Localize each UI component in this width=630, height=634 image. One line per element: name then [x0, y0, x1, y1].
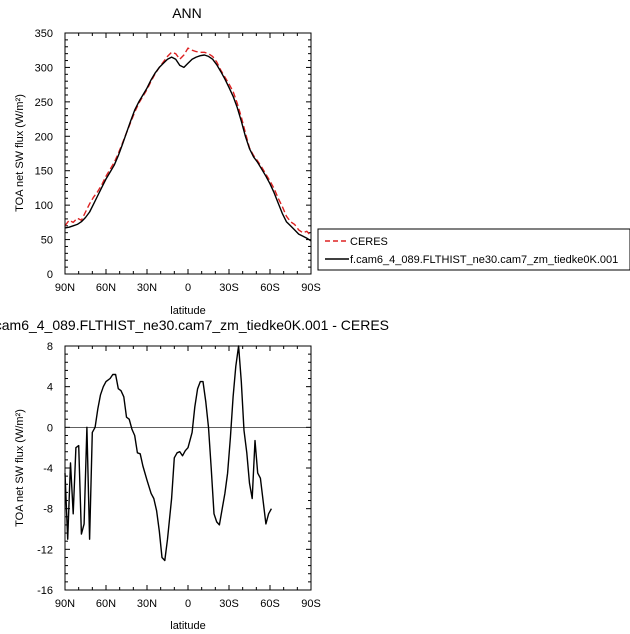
top-y-tick-labels: 0 50 100 150 200 250 300 350: [35, 28, 53, 281]
bottom-y-tick-label: 8: [47, 341, 53, 353]
bottom-plot-frame: [64, 345, 312, 591]
top-x-tick-label: 60N: [96, 282, 116, 294]
bottom-chart-title: f.cam6_4_089.FLTHIST_ne30.cam7_zm_tiedke…: [0, 317, 389, 333]
top-x-tick-label: 0: [185, 282, 191, 294]
bottom-y-tick-label: 0: [47, 422, 53, 434]
top-chart-title: ANN: [172, 5, 202, 21]
bottom-y-axis-label: TOA net SW flux (W/m²): [14, 409, 26, 527]
top-y-tick-label: 0: [47, 269, 53, 281]
bottom-y-tick-labels: 8 4 0 -4 -8 -12 -16: [37, 341, 53, 597]
bottom-x-tick-label: 90S: [301, 598, 321, 610]
bottom-x-tick-label: 90N: [55, 598, 75, 610]
top-y-tick-label: 250: [35, 97, 53, 109]
bottom-series-group: [64, 345, 273, 562]
top-y-axis-label: TOA net SW flux (W/m²): [14, 94, 26, 212]
bottom-x-tick-label: 30N: [137, 598, 157, 610]
top-plot-frame: [64, 32, 312, 275]
bottom-x-tick-label: 60N: [96, 598, 116, 610]
bottom-y-tick-label: -16: [37, 585, 53, 597]
bottom-y-tick-label: -12: [37, 544, 53, 556]
bottom-x-tick-labels: 90N 60N 30N 0 30S 60S 90S: [55, 598, 321, 610]
top-x-tick-label: 60S: [260, 282, 280, 294]
bottom-axis-ticks: [64, 345, 312, 591]
top-y-tick-label: 100: [35, 200, 53, 212]
top-x-tick-label: 30N: [137, 282, 157, 294]
bottom-x-tick-label: 60S: [260, 598, 280, 610]
bottom-y-tick-label: -8: [43, 504, 53, 516]
top-y-tick-label: 300: [35, 62, 53, 74]
bottom-x-tick-label: 30S: [219, 598, 239, 610]
bottom-series-line-0: [64, 345, 273, 562]
top-y-tick-label: 200: [35, 131, 53, 143]
legend-entry-ceres: CERES: [350, 236, 388, 248]
top-series-line-1: [64, 54, 312, 242]
top-x-tick-labels: 90N 60N 30N 0 30S 60S 90S: [55, 282, 321, 294]
top-series-group: [64, 47, 312, 242]
top-x-tick-label: 90N: [55, 282, 75, 294]
top-series-line-0: [64, 47, 312, 237]
top-x-tick-label: 90S: [301, 282, 321, 294]
legend-entry-model: f.cam6_4_089.FLTHIST_ne30.cam7_zm_tiedke…: [350, 254, 618, 266]
top-y-tick-label: 150: [35, 166, 53, 178]
top-axis-ticks: [64, 32, 312, 275]
bottom-x-tick-label: 0: [185, 598, 191, 610]
bottom-x-axis-label: latitude: [170, 620, 205, 632]
top-y-tick-label: 350: [35, 28, 53, 40]
top-y-tick-label: 50: [41, 235, 53, 247]
legend: CERES f.cam6_4_089.FLTHIST_ne30.cam7_zm_…: [317, 228, 630, 271]
bottom-chart: f.cam6_4_089.FLTHIST_ne30.cam7_zm_tiedke…: [0, 317, 389, 632]
top-x-tick-label: 30S: [219, 282, 239, 294]
bottom-y-tick-label: -4: [43, 463, 53, 475]
top-chart: ANN 90N 60N 30N 0 30S 60S 90S 0 50 100 150 200 250 3…: [14, 5, 321, 317]
top-x-axis-label: latitude: [170, 305, 205, 317]
bottom-y-tick-label: 4: [47, 382, 53, 394]
legend-box: [317, 228, 630, 271]
